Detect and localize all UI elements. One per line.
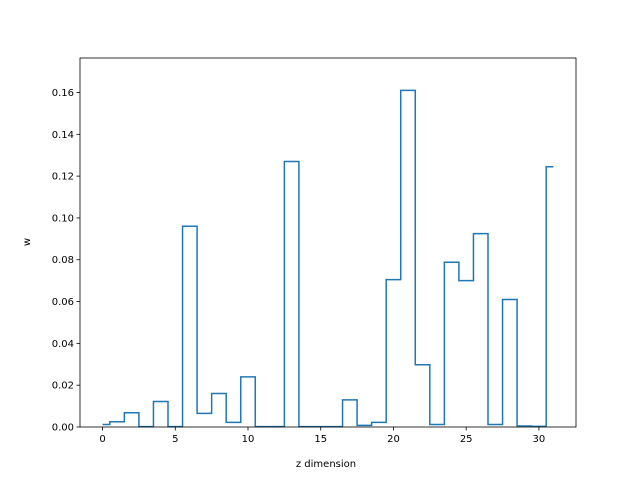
x-tick-label: 30 [533,434,546,445]
y-tick-label: 0.02 [52,381,74,392]
x-tick-label: 25 [460,434,473,445]
y-tick-label: 0.00 [52,423,74,434]
series-line [102,89,554,428]
axes-frame [79,57,577,428]
x-tick-label: 5 [172,434,178,445]
x-axis-label: z dimension [296,459,356,470]
x-tick-label: 15 [314,434,327,445]
plot-area [79,57,577,428]
x-tick-label: 0 [99,434,105,445]
y-axis-label: w [22,238,33,246]
y-tick-label: 0.04 [52,339,74,350]
y-tick-label: 0.14 [52,130,74,141]
y-tick-label: 0.12 [52,172,74,183]
x-tick-label: 10 [242,434,255,445]
y-tick-label: 0.08 [52,255,74,266]
y-tick-label: 0.10 [52,213,74,224]
y-tick-label: 0.06 [52,297,74,308]
x-tick-label: 20 [387,434,400,445]
x-axis-ticks: 0 5 10 15 20 25 30 [99,427,545,445]
y-axis-ticks: 0.00 0.02 0.04 0.06 0.08 0.10 0.12 0.14 0.16 [52,88,80,434]
y-tick-label: 0.16 [52,88,74,99]
